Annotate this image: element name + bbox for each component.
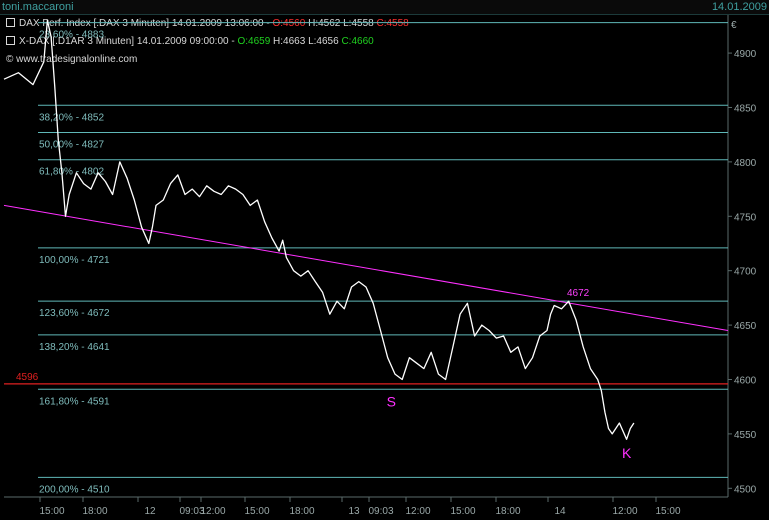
watermark: © www.tradesignalonline.com [6, 54, 138, 65]
currency-label: € [731, 20, 737, 31]
x-tick-label: 18:00 [289, 506, 314, 517]
fib-level-label: 161,80% - 4591 [39, 396, 110, 407]
legend-close: C:4660 [341, 36, 374, 47]
x-tick-label: 18:00 [82, 506, 107, 517]
legend-high-low: H:4562 L:4558 [305, 18, 377, 29]
fib-level-label: 200,00% - 4510 [39, 484, 110, 495]
x-tick-label: 15:00 [655, 506, 680, 517]
x-tick-label: 14 [554, 506, 566, 517]
y-tick-label: 4800 [734, 158, 757, 169]
y-tick-label: 4600 [734, 375, 757, 386]
legend-high-low: H:4663 L:4656 [270, 36, 342, 47]
fib-level-label: 50,00% - 4827 [39, 140, 104, 151]
legend-text: DAX Perf. Index [.DAX 3 Minuten] 14.01.2… [19, 18, 273, 29]
fib-level-label: 138,20% - 4641 [39, 342, 110, 353]
legend-open: O:4659 [237, 36, 271, 47]
x-tick-label: 15:00 [450, 506, 475, 517]
price-series-line [3, 19, 635, 440]
y-tick-label: 4550 [734, 430, 757, 441]
fib-level-label: 123,60% - 4672 [39, 308, 110, 319]
title-bar: toni.maccaroni 14.01.2009 [0, 0, 769, 15]
header-date: 14.01.2009 [711, 1, 767, 13]
x-tick-label: 15:00 [244, 506, 269, 517]
fib-level-label: 38,20% - 4852 [39, 112, 104, 123]
pattern-annotation: K [622, 445, 632, 461]
fib-level-label: 23,60% - 4883 [39, 30, 104, 41]
checkbox-icon[interactable] [6, 36, 15, 45]
y-tick-label: 4750 [734, 212, 757, 223]
legend-entry-xdax[interactable]: X-DAX [.D1AR 3 Minuten] 14.01.2009 09:00… [6, 36, 374, 47]
trend-line [3, 204, 729, 332]
x-tick-label: 15:00 [39, 506, 64, 517]
user-name: toni.maccaroni [2, 1, 74, 13]
legend-entry-dax[interactable]: DAX Perf. Index [.DAX 3 Minuten] 14.01.2… [6, 18, 409, 29]
legend-open: O:4560 [272, 18, 306, 29]
x-tick-label: 12:00 [405, 506, 430, 517]
checkbox-icon[interactable] [6, 18, 15, 27]
x-tick-label: 12:00 [200, 506, 225, 517]
trend-label: 4672 [567, 288, 590, 299]
x-tick-label: 09:03 [368, 506, 393, 517]
legend-text: X-DAX [.D1AR 3 Minuten] 14.01.2009 09:00… [19, 36, 238, 47]
y-tick-label: 4500 [734, 484, 757, 495]
support-label: 4596 [16, 372, 39, 383]
x-tick-label: 18:00 [495, 506, 520, 517]
fib-level-label: 100,00% - 4721 [39, 255, 110, 266]
y-tick-label: 4850 [734, 103, 757, 114]
legend-close: C:4558 [376, 18, 409, 29]
x-tick-label: 13 [348, 506, 360, 517]
x-tick-label: 12 [144, 506, 156, 517]
y-tick-label: 4900 [734, 49, 757, 60]
fib-level-label: 61,80% - 4802 [39, 167, 104, 178]
pattern-annotation: S [387, 394, 396, 410]
y-tick-label: 4650 [734, 321, 757, 332]
x-tick-label: 09:03 [179, 506, 204, 517]
x-tick-label: 12:00 [612, 506, 637, 517]
y-tick-label: 4700 [734, 267, 757, 278]
